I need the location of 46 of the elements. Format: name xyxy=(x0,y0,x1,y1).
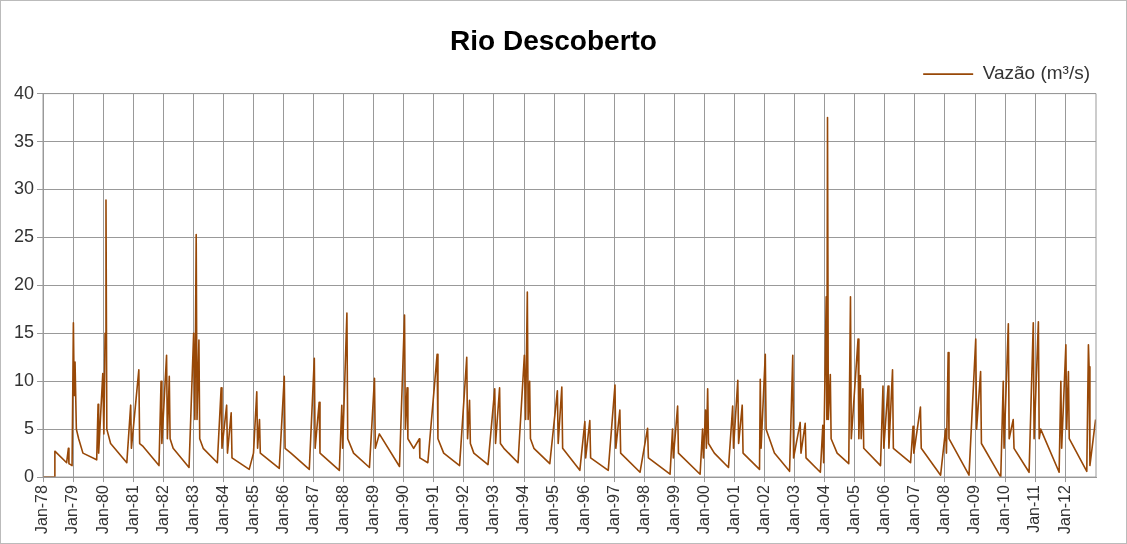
x-tick-label: Jan-93 xyxy=(484,484,502,534)
x-tick-label: Jan-12 xyxy=(1055,484,1073,534)
x-tick-label: Jan-97 xyxy=(604,484,622,534)
x-tick-label: Jan-89 xyxy=(364,484,382,534)
x-tick-label: Jan-03 xyxy=(784,484,802,534)
x-tick-label: Jan-82 xyxy=(153,484,171,534)
x-tick-label: Jan-80 xyxy=(93,484,111,534)
y-tick-label: 0 xyxy=(24,466,35,487)
x-tick-label: Jan-05 xyxy=(845,484,863,534)
x-tick-label: Jan-81 xyxy=(123,484,141,534)
x-tick-label: Jan-88 xyxy=(334,484,352,534)
x-tick-label: Jan-86 xyxy=(273,484,291,534)
x-tick-label: Jan-87 xyxy=(303,484,321,534)
x-tick-label: Jan-06 xyxy=(875,484,893,534)
x-tick-label: Jan-94 xyxy=(514,484,532,534)
x-tick-label: Jan-96 xyxy=(574,484,592,534)
chart-title: Rio Descoberto xyxy=(450,24,657,56)
x-tick-label: Jan-95 xyxy=(544,484,562,534)
x-tick-label: Jan-08 xyxy=(935,484,953,534)
y-tick-label: 40 xyxy=(13,82,35,103)
x-tick-label: Jan-00 xyxy=(694,484,712,534)
y-tick-label: 35 xyxy=(13,130,35,151)
x-tick-label: Jan-92 xyxy=(454,484,472,534)
y-tick-label: 5 xyxy=(24,418,35,439)
y-tick-label: 30 xyxy=(13,178,35,199)
x-tick-label: Jan-07 xyxy=(905,484,923,534)
y-tick-label: 15 xyxy=(13,322,35,343)
x-tick-label: Jan-84 xyxy=(213,484,231,534)
x-tick-label: Jan-09 xyxy=(965,484,983,534)
x-tick-label: Jan-10 xyxy=(995,484,1013,534)
x-tick-label: Jan-85 xyxy=(243,484,261,534)
x-tick-label: Jan-02 xyxy=(754,484,772,534)
x-tick-label: Jan-79 xyxy=(63,484,81,534)
legend-label: Vazão (m³/s) xyxy=(982,62,1091,84)
x-tick-label: Jan-01 xyxy=(724,484,742,534)
y-tick-label: 25 xyxy=(13,226,35,247)
x-tick-label: Jan-99 xyxy=(664,484,682,534)
x-tick-label: Jan-78 xyxy=(33,484,51,534)
x-tick-label: Jan-90 xyxy=(394,484,412,534)
x-tick-label: Jan-98 xyxy=(634,484,652,534)
y-tick-label: 20 xyxy=(13,274,35,295)
x-tick-label: Jan-83 xyxy=(183,484,201,534)
y-tick-label: 10 xyxy=(13,370,35,391)
x-tick-label: Jan-04 xyxy=(815,484,833,534)
x-tick-label: Jan-91 xyxy=(424,484,442,534)
x-tick-label: Jan-11 xyxy=(1025,484,1043,533)
